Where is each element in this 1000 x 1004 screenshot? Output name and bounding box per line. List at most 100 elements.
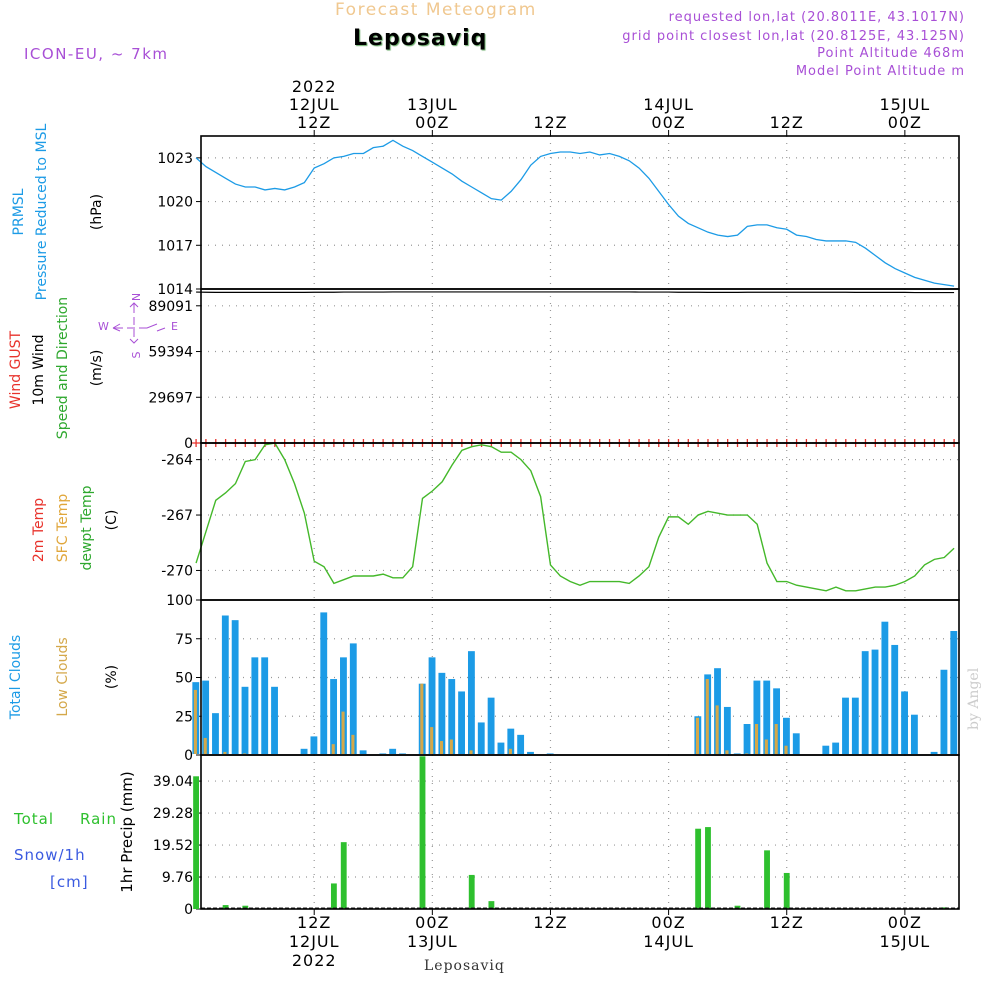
wind-speed-line [196, 291, 955, 294]
low-cloud-bar [223, 751, 227, 754]
total-cloud-bar [202, 680, 210, 754]
bottom-hour-label: 12Z [533, 913, 567, 932]
top-hour-label: 12Z [533, 113, 567, 132]
wind-ytick-label: 0 [184, 436, 193, 452]
low-cloud-bar [774, 724, 778, 754]
dewpt-line [195, 442, 955, 592]
low-cloud-bar [745, 753, 749, 754]
precip-ytick-label: 9.76 [162, 870, 193, 886]
low-cloud-bar [784, 745, 788, 754]
faded-subtitle: Forecast Meteogram [335, 0, 537, 20]
bottom-date-label: 12JUL [289, 932, 340, 951]
total-cloud-bar [448, 679, 456, 754]
footer-station: Leposaviq [424, 958, 505, 974]
total-cloud-bar [517, 734, 525, 754]
temperature-ytick-label: -267 [161, 508, 193, 524]
total-cloud-bar [320, 612, 328, 754]
rain-bar [419, 756, 426, 909]
wind-direction-title: Speed and Direction [55, 297, 71, 439]
precip-ytick-label: 0 [184, 902, 193, 918]
total-cloud-bar [310, 736, 318, 754]
rain-bar [330, 883, 337, 909]
clouds-low-title: Low Clouds [55, 637, 71, 716]
low-cloud-bar [449, 739, 453, 754]
wind-ytick-label: 29697 [148, 390, 193, 406]
clouds-unit: (%) [104, 665, 120, 689]
station-title: Leposaviq [353, 26, 488, 51]
low-cloud-bar [243, 753, 247, 754]
precip-total-label: Total [13, 810, 54, 828]
total-cloud-bar [792, 733, 800, 754]
top-hour-label: 00Z [415, 113, 449, 132]
top-hour-label: 12Z [770, 113, 804, 132]
total-cloud-bar [300, 748, 308, 754]
rain-bar [941, 907, 948, 909]
total-cloud-bar [842, 697, 849, 754]
model-label: ICON-EU, ~ 7km [24, 45, 169, 63]
total-cloud-bar [910, 714, 918, 754]
total-cloud-bar [221, 615, 229, 754]
pressure-unit: (hPa) [89, 194, 105, 230]
low-cloud-bar [754, 724, 759, 754]
compass-south: S [130, 351, 143, 358]
low-cloud-bar [341, 711, 345, 754]
bottom-hour-label: 12Z [297, 913, 331, 932]
pressure-ytick-label: 1020 [157, 195, 193, 211]
total-cloud-bar [822, 745, 830, 754]
rain-bar [734, 905, 741, 909]
low-cloud-bar [351, 734, 355, 754]
pressure-ytick-label: 1017 [157, 238, 193, 254]
bottom-date-label: 14JUL [643, 932, 694, 951]
low-cloud-bar [508, 748, 512, 754]
clouds-ytick-label: 50 [175, 671, 193, 687]
low-cloud-bar [439, 741, 444, 754]
compass-east: E [171, 320, 178, 333]
model-point-altitude: Model Point Altitude m [795, 64, 965, 79]
low-cloud-bar [469, 750, 473, 754]
temperature-ytick-label: -264 [161, 453, 193, 469]
rain-bar [242, 905, 249, 909]
wind-unit: (m/s) [89, 350, 105, 387]
rain-bar [340, 842, 347, 909]
total-cloud-bar [861, 651, 869, 754]
low-cloud-bar [430, 727, 434, 754]
grid-point-coords: grid point closest lon,lat (20.8125E, 43… [622, 29, 965, 44]
total-cloud-bar [349, 643, 357, 754]
total-cloud-bar [389, 748, 397, 754]
clouds-ytick-label: 25 [175, 709, 193, 725]
total-cloud-bar [546, 753, 554, 754]
pressure-ytick-label: 1014 [157, 282, 193, 298]
bottom-year-label: 2022 [292, 951, 337, 970]
wind-gust-title: Wind GUST [8, 330, 24, 409]
pressure-line [195, 139, 955, 287]
precip-snow-label: Snow/1h [14, 846, 86, 864]
precip-ylabel: 1hr Precip (mm) [118, 771, 136, 892]
total-cloud-bar [497, 742, 505, 754]
total-cloud-bar [763, 680, 771, 754]
pressure-subtitle: Pressure Reduced to MSL [34, 123, 50, 300]
temp-sfc-title: SFC Temp [55, 494, 71, 563]
rain-bar [468, 874, 475, 909]
bottom-hour-label: 00Z [651, 913, 685, 932]
total-cloud-bar [231, 620, 239, 754]
clouds-total-title: Total Clouds [8, 635, 24, 720]
total-cloud-bar [723, 706, 731, 754]
precip-snow-unit: [cm] [50, 873, 89, 891]
compass-north: N [130, 293, 143, 301]
total-cloud-bar [832, 742, 840, 754]
compass-arrow-ns [129, 302, 139, 344]
temperature-ytick-label: -270 [161, 563, 193, 579]
total-cloud-bar [261, 657, 269, 754]
total-cloud-bar [891, 644, 899, 754]
top-date-label: 15JUL [880, 95, 931, 114]
low-cloud-bar [420, 683, 424, 754]
total-cloud-bar [428, 657, 436, 754]
requested-coords: requested lon,lat (20.8011E, 43.1017N) [668, 10, 965, 25]
total-cloud-bar [467, 651, 475, 754]
precip-ytick-label: 39.04 [153, 774, 193, 790]
rain-bar [783, 872, 790, 909]
total-cloud-bar [359, 750, 367, 754]
total-cloud-bar [340, 657, 347, 754]
